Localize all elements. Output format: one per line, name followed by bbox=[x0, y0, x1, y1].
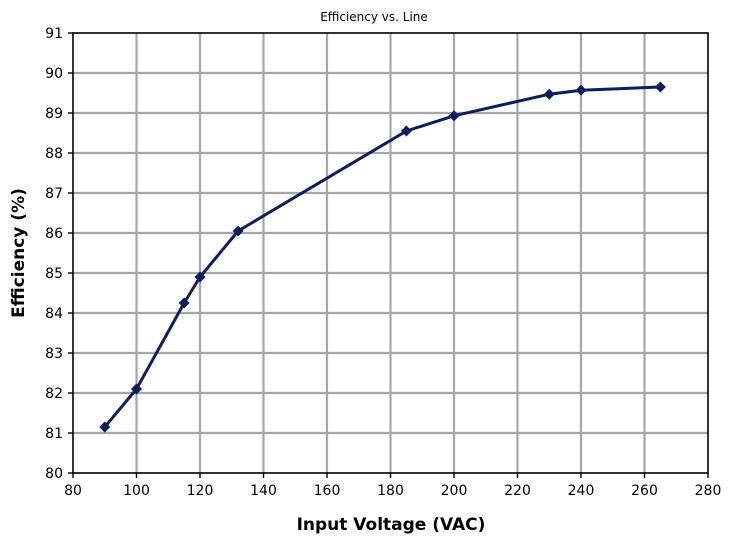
y-tick-label: 84 bbox=[45, 306, 63, 322]
x-tick-label: 220 bbox=[504, 483, 531, 499]
data-point-marker bbox=[178, 297, 190, 309]
y-tick-label: 82 bbox=[45, 386, 63, 402]
data-point-marker bbox=[543, 88, 555, 100]
data-point-marker bbox=[400, 125, 412, 137]
x-tick-label: 200 bbox=[441, 483, 468, 499]
x-tick-label: 140 bbox=[250, 483, 277, 499]
data-point-marker bbox=[654, 81, 666, 93]
data-point-marker bbox=[448, 110, 460, 122]
chart-title: Efficiency vs. Line bbox=[320, 10, 428, 24]
x-tick-label: 180 bbox=[377, 483, 404, 499]
y-tick-label: 81 bbox=[45, 426, 63, 442]
grid bbox=[73, 33, 708, 473]
y-tick-label: 88 bbox=[45, 146, 63, 162]
y-tick-label: 89 bbox=[45, 106, 63, 122]
x-tick-label: 100 bbox=[123, 483, 150, 499]
data-point-marker bbox=[232, 225, 244, 237]
y-tick-label: 87 bbox=[45, 186, 63, 202]
x-tick-label: 260 bbox=[631, 483, 658, 499]
x-tick-label: 240 bbox=[568, 483, 595, 499]
y-tick-label: 85 bbox=[45, 266, 63, 282]
data-point-marker bbox=[99, 421, 111, 433]
data-point-marker bbox=[131, 383, 142, 395]
series-layer bbox=[99, 81, 666, 433]
x-tick-label: 120 bbox=[187, 483, 214, 499]
x-tick-label: 160 bbox=[314, 483, 341, 499]
axis-ticks: 80 100 120 140 160 180 200 220 240 260 280 80 81 82 83… bbox=[45, 26, 721, 499]
data-point-marker bbox=[575, 84, 587, 96]
x-axis-label: Input Voltage (VAC) bbox=[297, 515, 486, 535]
y-tick-label: 83 bbox=[45, 346, 63, 362]
x-tick-label: 80 bbox=[64, 483, 82, 499]
y-axis-label: Efficiency (%) bbox=[9, 188, 29, 318]
series-line bbox=[103, 85, 661, 428]
y-tick-label: 80 bbox=[45, 466, 63, 482]
data-point-marker bbox=[194, 271, 206, 283]
y-tick-label: 90 bbox=[45, 66, 63, 82]
x-tick-label: 280 bbox=[695, 483, 722, 499]
y-tick-label: 86 bbox=[45, 226, 63, 242]
y-tick-label: 91 bbox=[45, 26, 63, 42]
